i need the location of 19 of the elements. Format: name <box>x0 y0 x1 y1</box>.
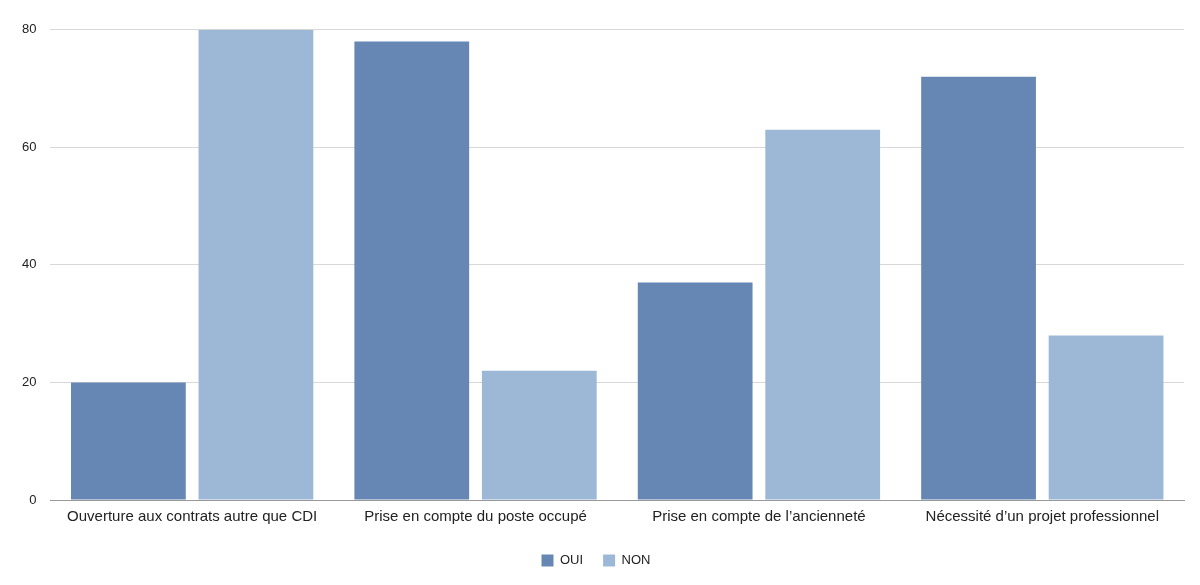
bar <box>481 370 597 500</box>
bar <box>198 29 314 500</box>
y-tick-label: 40 <box>21 256 37 272</box>
x-tick-label: Nécessité d’un projet professionnel <box>925 507 1160 525</box>
y-tick-label: 20 <box>21 374 37 390</box>
x-tick-label: Prise en compte de l’ancienneté <box>652 507 866 525</box>
x-tick-label: Ouverture aux contrats autre que CDI <box>67 507 318 525</box>
bar <box>637 282 753 500</box>
legend-label: NON <box>621 552 651 568</box>
legend-label: OUI <box>560 552 584 568</box>
bar <box>1048 335 1164 500</box>
bar <box>354 41 470 500</box>
y-tick-label: 80 <box>21 21 37 37</box>
bar <box>765 129 881 500</box>
y-tick-label: 60 <box>21 138 37 154</box>
x-tick-label: Prise en compte du poste occupé <box>364 507 587 525</box>
bar <box>71 382 186 500</box>
y-tick-label: 0 <box>29 491 37 507</box>
bar <box>921 76 1036 500</box>
